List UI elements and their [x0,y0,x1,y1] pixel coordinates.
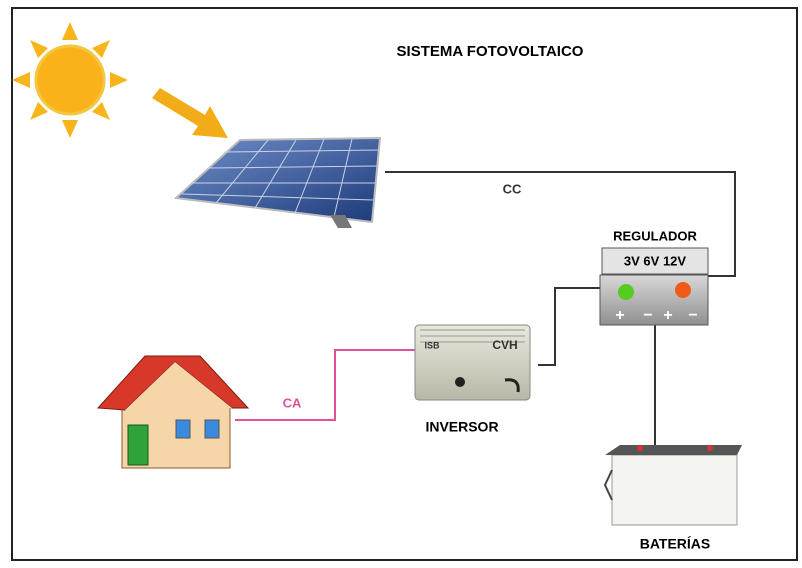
battery [603,445,742,526]
inverter-brand: ISB [424,340,440,350]
title: SISTEMA FOTOVOLTAICO [397,43,584,60]
regulator-top [601,247,709,275]
cc-label: CC [503,181,522,196]
sun-arrow [152,88,228,138]
sun [12,22,128,138]
terminal: + [663,307,672,324]
ca-label: CA [283,395,302,410]
batteries-label: BATERÍAS [640,536,711,552]
ca-wire [235,349,415,421]
inverter-wire [538,287,600,366]
regulator-body [599,274,709,326]
inverter [414,324,531,401]
house [96,355,250,469]
inverter-brand: CVH [492,338,517,352]
orange-led [675,282,691,298]
solar-panel [173,136,382,228]
terminal: − [643,307,652,324]
regulator-label: REGULADOR [613,228,697,243]
cc-wire [385,171,736,277]
terminal: + [615,307,624,324]
terminal: − [688,307,697,324]
regulator-voltages: 3V 6V 12V [624,253,686,268]
green-led [618,284,634,300]
inverter-label: INVERSOR [425,419,498,435]
